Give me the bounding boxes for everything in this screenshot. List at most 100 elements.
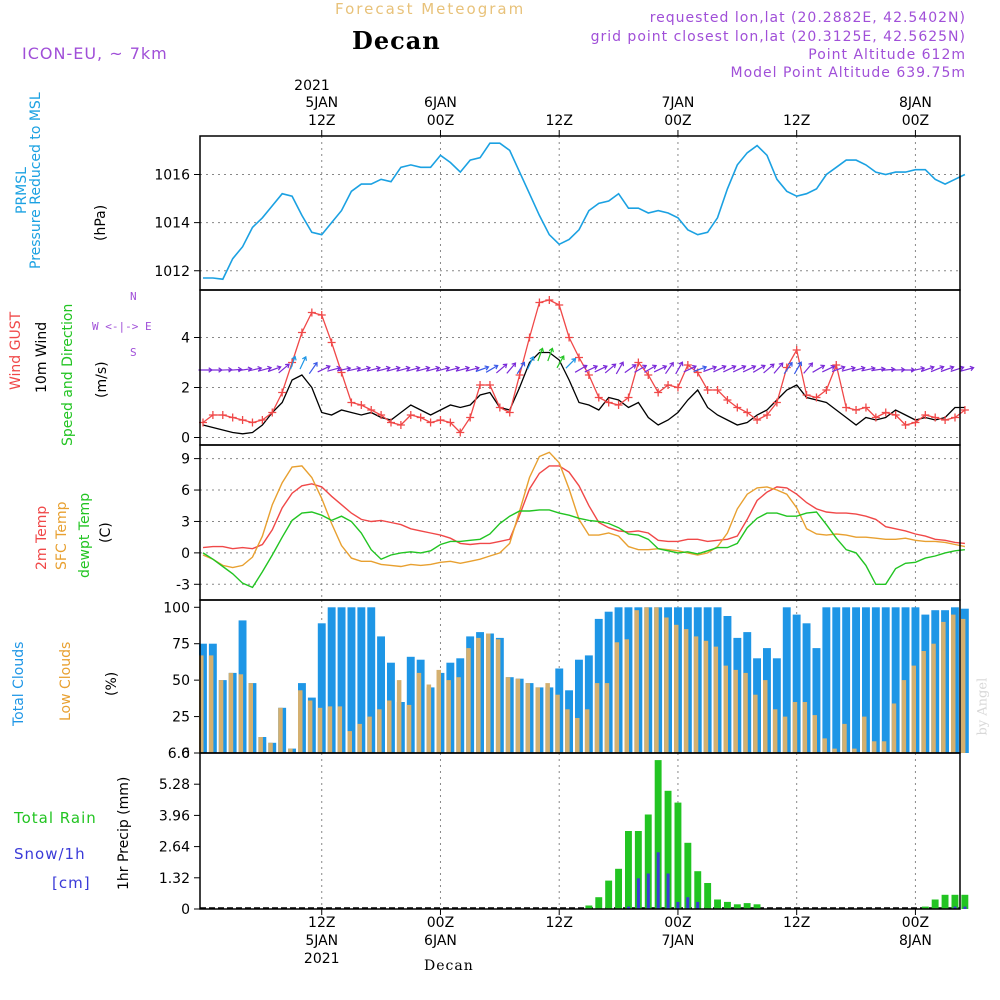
low-cloud-bar xyxy=(347,731,352,753)
y-tick-label: 2.64 xyxy=(159,840,190,856)
rain-bar xyxy=(941,894,949,909)
total-cloud-bar xyxy=(782,607,791,753)
low-cloud-bar xyxy=(842,723,847,753)
low-cloud-bar xyxy=(792,702,798,753)
rain-bar xyxy=(694,871,702,909)
low-cloud-bar xyxy=(911,665,916,753)
wind-arrow xyxy=(960,365,975,372)
wind-arrow xyxy=(634,364,648,373)
wind-arrow xyxy=(594,364,608,373)
low-cloud-bar xyxy=(743,672,748,753)
low-cloud-bar xyxy=(298,690,303,753)
low-cloud-bar xyxy=(802,702,808,753)
wind-arrow xyxy=(565,357,577,369)
wind-arrow xyxy=(506,362,517,374)
snow-bar xyxy=(963,906,967,909)
rain-bar xyxy=(753,904,761,909)
snow-bar xyxy=(676,901,680,909)
y-tick-label: 9 xyxy=(181,452,190,468)
wind-arrow xyxy=(247,366,263,372)
snow-bar xyxy=(656,852,660,909)
gust-marker xyxy=(238,416,247,424)
wind-arrow xyxy=(485,364,499,373)
wind-arrow xyxy=(386,365,401,372)
rain-bar xyxy=(664,790,672,909)
low-cloud-bar xyxy=(624,639,629,753)
wind-arrow xyxy=(308,361,318,375)
rain-bar xyxy=(644,814,652,909)
gust-marker xyxy=(723,396,732,404)
wind-arrow xyxy=(920,365,935,373)
low-cloud-bar xyxy=(208,655,214,753)
gust-marker xyxy=(763,411,771,419)
gust-marker xyxy=(268,408,277,417)
total-cloud-bar xyxy=(881,607,890,753)
gust-marker xyxy=(555,301,564,309)
low-cloud-bar xyxy=(951,614,956,753)
low-cloud-bar xyxy=(505,677,511,753)
low-cloud-bar xyxy=(614,642,620,753)
gust-marker xyxy=(575,353,583,362)
wind-arrow xyxy=(881,366,896,373)
wind-arrow xyxy=(416,365,431,372)
total-cloud-bar xyxy=(367,607,376,753)
rain-bar xyxy=(921,906,929,909)
wind-arrow xyxy=(366,365,381,372)
total-cloud-bar xyxy=(862,607,870,753)
y-tick-label: 1.32 xyxy=(159,871,190,887)
gust-marker xyxy=(852,406,861,414)
low-cloud-bar xyxy=(733,669,738,753)
low-cloud-bar xyxy=(367,716,372,753)
gust-marker xyxy=(436,416,445,424)
gust-marker xyxy=(396,421,405,429)
gust-marker xyxy=(832,361,841,369)
low-cloud-bar xyxy=(862,716,867,753)
gust-marker xyxy=(881,408,890,417)
wind-arrow xyxy=(615,361,624,375)
low-cloud-bar xyxy=(466,648,471,753)
y-tick-label: 25 xyxy=(172,710,190,726)
low-cloud-bar xyxy=(782,716,788,753)
low-cloud-bar xyxy=(426,684,432,753)
wind-arrow xyxy=(763,363,775,374)
low-cloud-bar xyxy=(495,639,501,753)
series-2m-temp xyxy=(202,465,965,550)
low-cloud-bar xyxy=(268,742,273,753)
gust-marker xyxy=(297,328,306,337)
wind-arrow xyxy=(289,355,297,370)
low-cloud-bar xyxy=(357,723,362,753)
wind-arrow xyxy=(742,364,757,373)
gust-marker xyxy=(535,298,544,307)
gust-marker xyxy=(208,411,217,419)
wind-arrow xyxy=(703,365,718,373)
gust-marker xyxy=(317,311,326,319)
gust-marker xyxy=(673,383,682,392)
gust-marker xyxy=(476,381,485,389)
low-cloud-bar xyxy=(228,672,234,753)
gust-marker xyxy=(248,418,257,427)
low-cloud-bar xyxy=(238,674,244,753)
low-cloud-bar xyxy=(278,707,283,753)
y-tick-label: 1014 xyxy=(154,216,190,232)
wind-arrow xyxy=(396,365,411,372)
low-cloud-bar xyxy=(812,715,817,753)
gust-marker xyxy=(565,333,574,342)
wind-arrow xyxy=(675,361,684,375)
total-cloud-bar xyxy=(802,623,811,753)
series-dewpt-temp xyxy=(202,509,965,589)
low-cloud-bar xyxy=(307,700,313,753)
y-tick-label: 0 xyxy=(181,746,190,762)
low-cloud-bar xyxy=(594,683,600,753)
low-cloud-bar xyxy=(772,709,778,753)
gust-marker xyxy=(634,358,643,367)
wind-arrow xyxy=(693,365,708,373)
low-cloud-bar xyxy=(199,655,204,753)
rain-bar xyxy=(634,831,642,909)
low-cloud-bar xyxy=(901,680,907,753)
wind-arrow xyxy=(527,355,535,370)
gust-marker xyxy=(505,408,514,417)
gust-marker xyxy=(416,413,425,422)
gust-marker xyxy=(278,388,287,397)
gust-marker xyxy=(495,403,504,412)
